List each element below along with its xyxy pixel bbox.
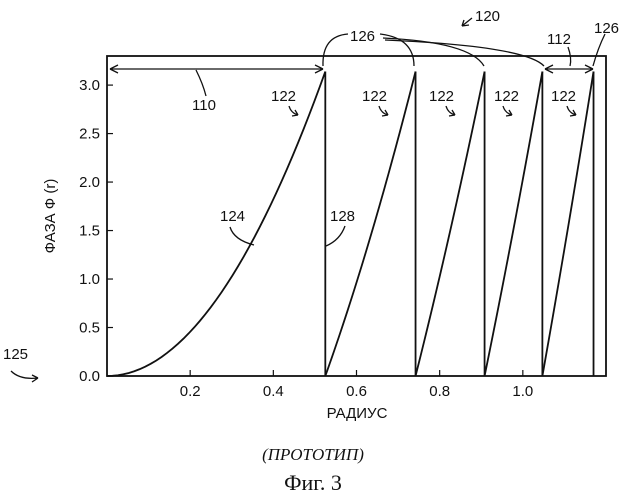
y-tick-label: 1.0 — [79, 271, 100, 288]
ref-label-112: 112 — [547, 31, 571, 48]
x-axis-title: РАДИУС — [327, 405, 388, 422]
y-tick-label: 2.0 — [79, 174, 100, 191]
phase-zone-curve — [542, 72, 593, 376]
ref-122-arrow-2 — [379, 106, 388, 116]
ref-128-leader — [326, 226, 345, 246]
ref-126-loop-d — [385, 40, 544, 66]
ref-126-loop-a — [323, 34, 348, 66]
ref-label-110: 110 — [192, 97, 216, 114]
ref-label-124: 124 — [220, 208, 245, 225]
x-axis-ticks: 0.2 0.4 0.6 0.8 1.0 — [180, 370, 534, 400]
ref-122-arrow-4 — [503, 106, 512, 116]
ref-label-126-top: 126 — [350, 28, 375, 45]
x-tick-label: 0.4 — [263, 383, 284, 400]
ref-label-122-zone-3: 122 — [429, 88, 454, 105]
prototype-caption: (ПРОТОТИП) — [262, 445, 364, 464]
ref-label-128: 128 — [330, 208, 355, 225]
y-axis-ticks: 0.0 0.5 1.0 1.5 2.0 2.5 3.0 — [79, 77, 113, 385]
ref-label-122-zone-5: 122 — [551, 88, 576, 105]
y-axis-title: ФАЗА Ф (r) — [42, 179, 59, 254]
y-tick-label: 2.5 — [79, 126, 100, 143]
figure-caption: Фиг. 3 — [284, 470, 342, 495]
y-tick-label: 1.5 — [79, 223, 100, 240]
x-tick-label: 0.2 — [180, 383, 201, 400]
ref-label-122-zone-2: 122 — [362, 88, 387, 105]
ref-label-122-zone-1: 122 — [271, 88, 296, 105]
ref-122-arrow-1 — [289, 106, 298, 116]
reference-leaders — [11, 18, 605, 382]
y-tick-label: 3.0 — [79, 77, 100, 94]
y-tick-label: 0.5 — [79, 320, 100, 337]
x-tick-label: 0.8 — [429, 383, 450, 400]
ref-label-125: 125 — [3, 346, 28, 363]
ref-126-right-leader — [593, 34, 605, 66]
ref-122-arrow-3 — [446, 106, 455, 116]
ref-122-arrow-5 — [567, 106, 576, 116]
y-tick-label: 0.0 — [79, 368, 100, 385]
phase-zone-curve — [485, 72, 543, 376]
ref-label-120: 120 — [475, 8, 500, 25]
ref-120-arrow — [462, 18, 472, 26]
ref-label-122-zone-4: 122 — [494, 88, 519, 105]
phase-zone-curve — [416, 72, 485, 376]
ref-125-arrow — [11, 371, 38, 382]
plot-frame — [107, 56, 606, 376]
ref-110-leader — [196, 70, 206, 96]
ref-124-leader — [230, 227, 254, 245]
phase-zone-curve — [107, 72, 325, 376]
x-tick-label: 1.0 — [512, 383, 533, 400]
ref-label-126-right: 126 — [594, 20, 619, 37]
x-tick-label: 0.6 — [346, 383, 367, 400]
